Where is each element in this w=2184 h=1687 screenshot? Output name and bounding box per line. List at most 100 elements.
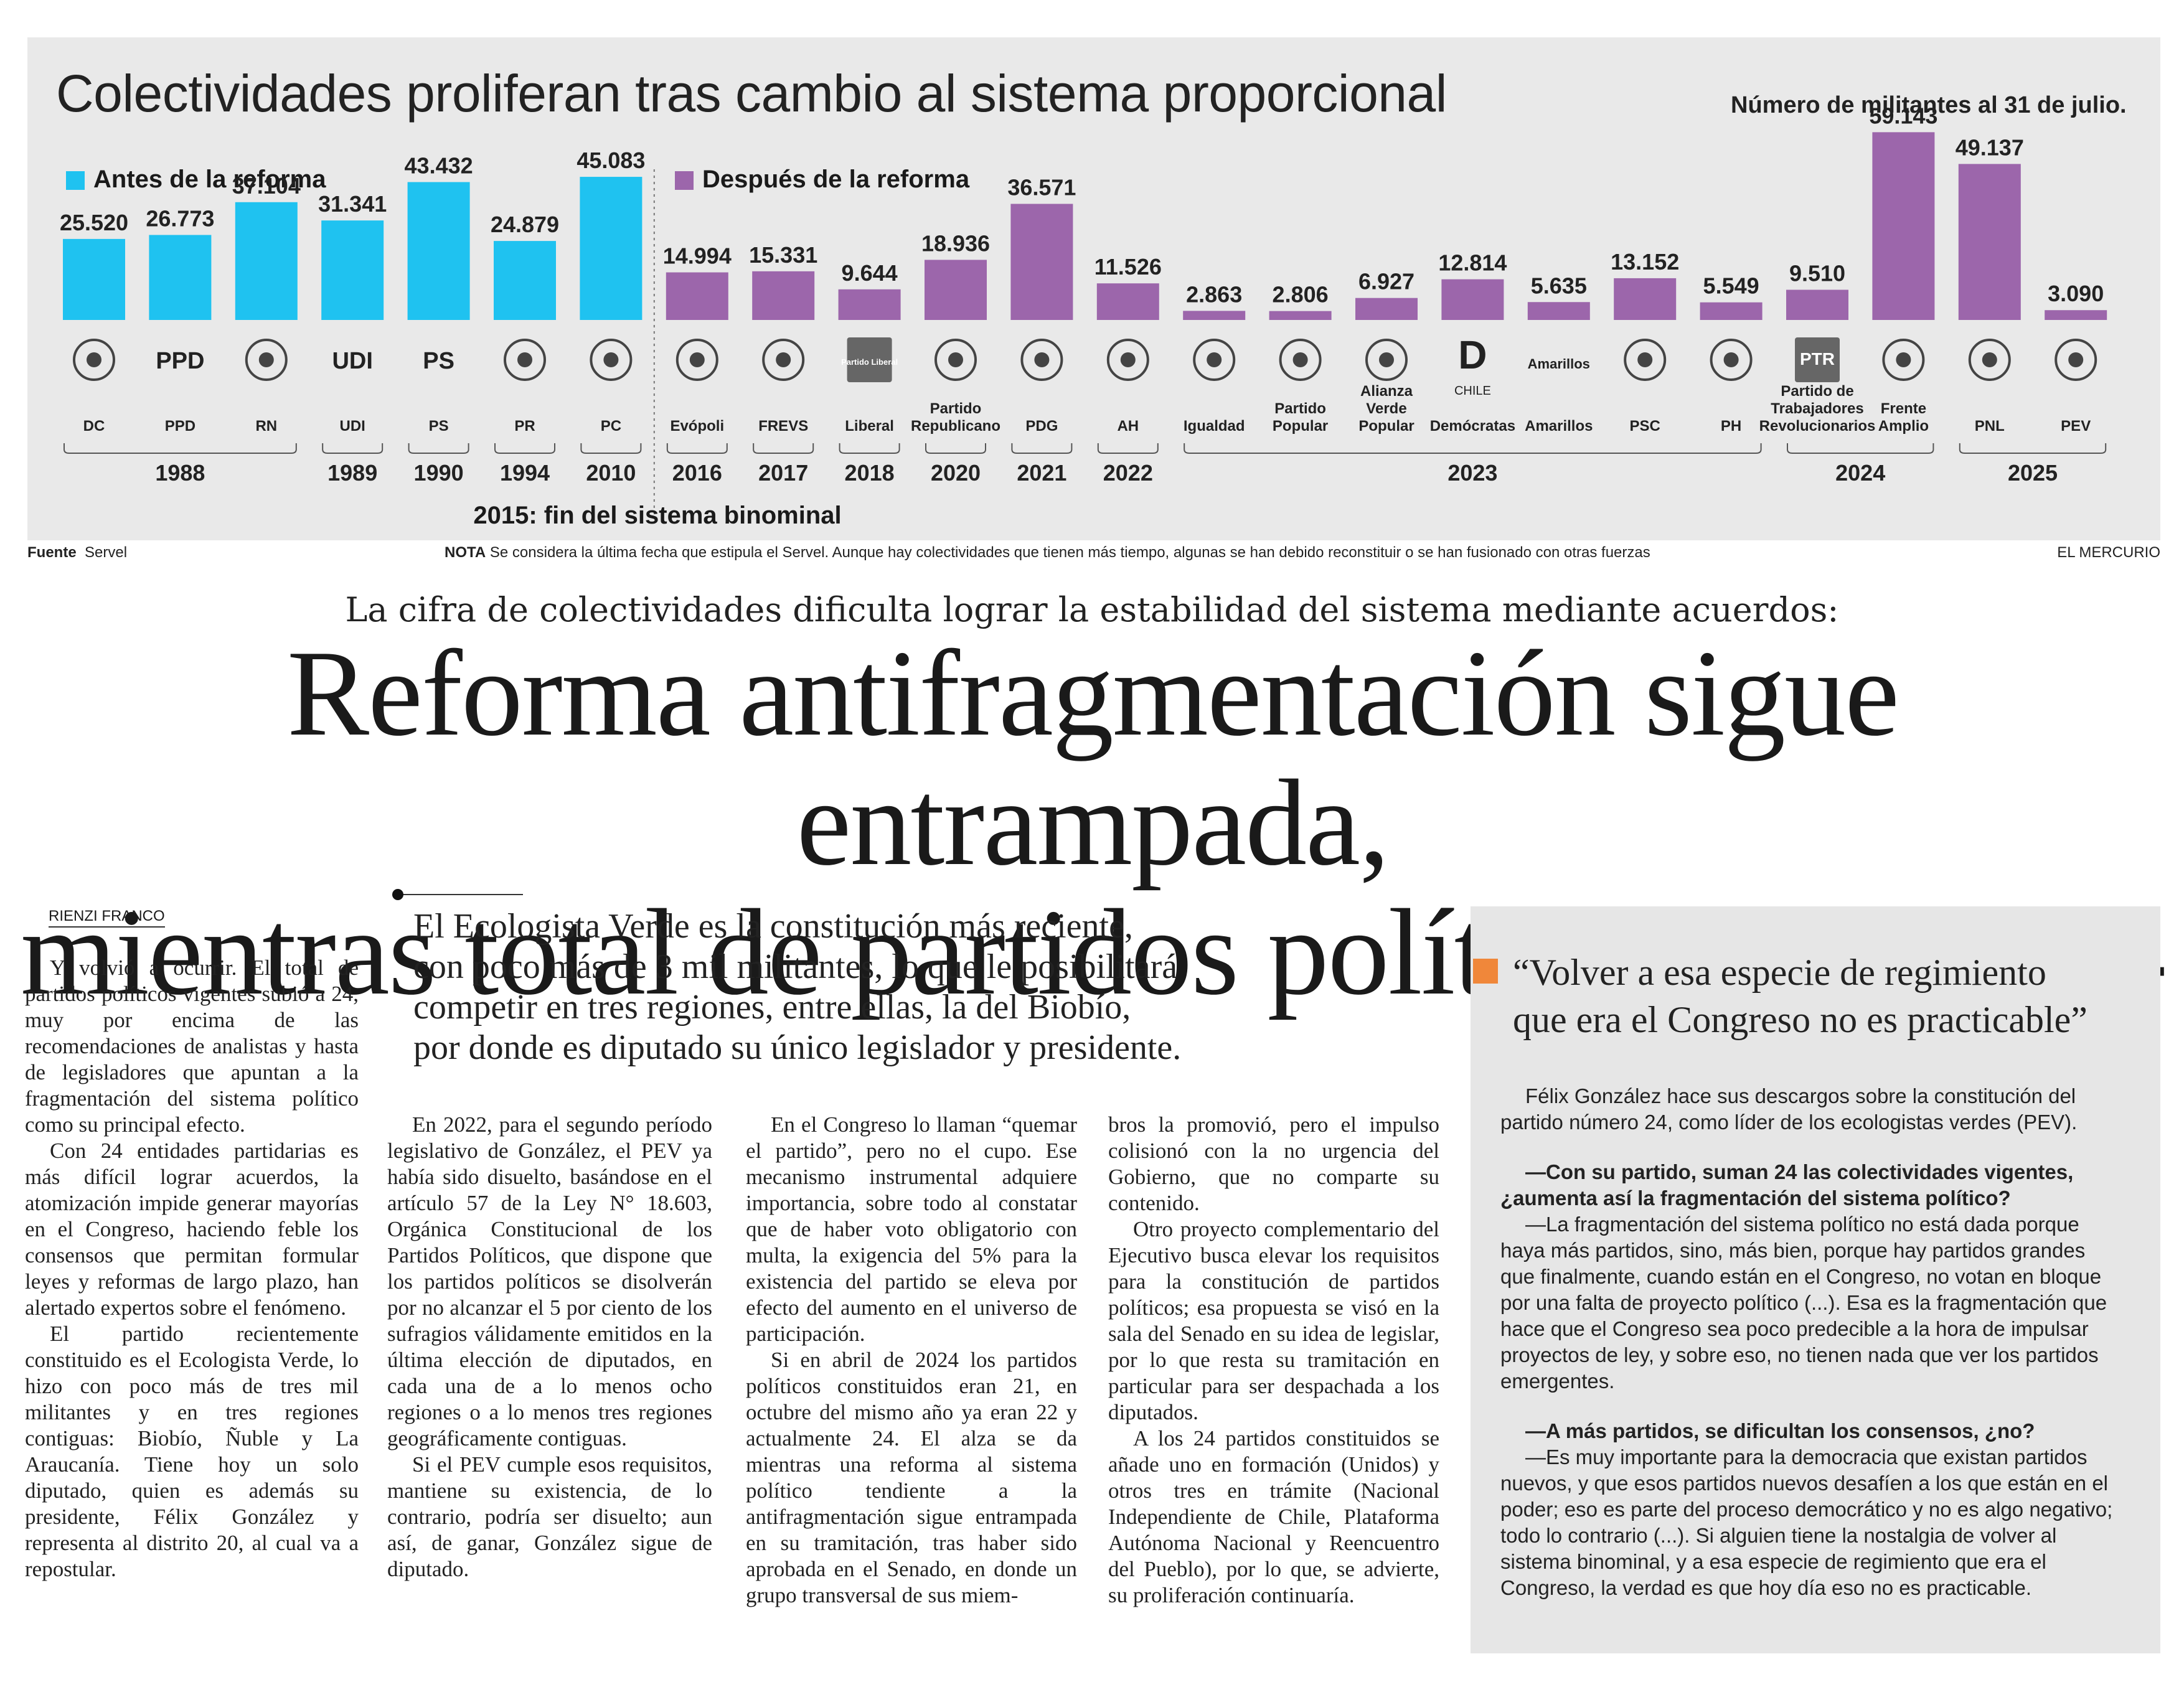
arrow-icon [73, 339, 115, 381]
year-bracket [494, 443, 555, 454]
paragraph: El partido recientemente constituido es … [25, 1322, 359, 1581]
category-label: PH [1721, 418, 1741, 435]
logo-circle [675, 339, 718, 381]
category-label: PPD [165, 418, 195, 435]
democratas-sub-label: CHILE [1454, 384, 1491, 398]
category-label: Partido [930, 400, 982, 417]
bar-PNL [1958, 164, 2021, 320]
fa-logo [1882, 339, 1925, 381]
logo-circle [934, 339, 977, 381]
category-label: Republicano [911, 418, 1000, 435]
bar-Partido Popular [1269, 311, 1332, 320]
value-label: 59.143 [1869, 103, 1937, 128]
source-text: Servel [85, 544, 128, 561]
year-label: 1990 [414, 460, 464, 486]
logo-dot [1379, 352, 1394, 367]
category-label: PC [601, 418, 621, 435]
category-label: DC [83, 418, 105, 435]
logo-text: PS [423, 348, 454, 374]
logo-dot [517, 352, 532, 367]
pdg-logo [1020, 339, 1063, 381]
logo-dot [603, 352, 619, 367]
note-label: NOTA [445, 544, 486, 561]
bar-RN [235, 202, 298, 320]
year-bracket [666, 443, 728, 454]
year-bracket [64, 443, 297, 454]
value-label: 45.083 [577, 148, 645, 173]
logo-circle [2055, 339, 2097, 381]
value-label: 26.773 [146, 205, 214, 231]
pr-logo [504, 339, 546, 381]
category-label: RN [255, 418, 277, 435]
year-bracket [1184, 443, 1762, 454]
logo-circle [1968, 339, 2011, 381]
legend-after: Después de la reforma [675, 166, 969, 194]
year-label: 2022 [1103, 460, 1153, 486]
category-label: PEV [2061, 418, 2091, 435]
interview-question: —Con su partido, suman 24 las colectivid… [1500, 1160, 2074, 1210]
bar-PPD [149, 235, 212, 320]
ppd-logo: PPD [156, 348, 204, 374]
logo-dot [1896, 352, 1911, 367]
legend-after-label: Después de la reforma [702, 166, 970, 193]
category-label: Verde [1366, 400, 1406, 417]
paragraph: Si en abril de 2024 los partidos polític… [746, 1348, 1077, 1607]
deck-line-4: por donde es diputado su único legislado… [413, 1028, 1182, 1067]
bar-Alianza Verde Popular [1355, 298, 1418, 320]
logo-text: Partido Liberal [841, 357, 898, 367]
category-label: Igualdad [1184, 418, 1245, 435]
deck: El Ecologista Verde es la constitución m… [413, 906, 1385, 1068]
value-label: 49.137 [1956, 134, 2024, 160]
category-label: PS [429, 418, 449, 435]
ps-logo: PS [423, 348, 454, 374]
value-label: 37.104 [232, 173, 301, 199]
value-label: 14.994 [663, 243, 732, 269]
deck-line-1: El Ecologista Verde es la constitución m… [413, 907, 1133, 946]
bar-chart: 25.520 DC 26.773 PPD PPD 37.104 RN 31.341 UDI UDI… [60, 103, 2107, 517]
category-label: FREVS [758, 418, 808, 435]
bar-PR [494, 241, 556, 320]
value-label: 9.644 [842, 260, 898, 286]
dove-icon [675, 339, 718, 381]
logo-dot [87, 352, 101, 367]
ptr-logo: PTR [1795, 337, 1840, 382]
article-column-4: bros la promovió, pero el impulso colisi… [1108, 1112, 1439, 1609]
logo-circle [1882, 339, 1925, 381]
value-label: 3.090 [2048, 281, 2104, 306]
bar-FREVS [752, 271, 815, 320]
category-label: Evópoli [670, 418, 724, 435]
logo-circle [1020, 339, 1063, 381]
ph-logo [1710, 339, 1753, 381]
value-label: 18.936 [921, 230, 990, 256]
value-label: 5.549 [1703, 273, 1759, 299]
pnl-logo [1968, 339, 2011, 381]
logo-circle [245, 339, 288, 381]
paragraph: Otro proyecto complementario del Ejecuti… [1108, 1217, 1439, 1424]
year-bracket [1959, 443, 2107, 454]
value-label: 2.806 [1273, 282, 1329, 308]
logo-circle [73, 339, 115, 381]
value-label: 25.520 [60, 210, 128, 235]
paragraph: En el Congreso lo llaman “quemar el part… [746, 1112, 1077, 1346]
logo-circle [1279, 339, 1322, 381]
year-label: 2021 [1017, 460, 1066, 486]
logo-dot [948, 352, 963, 367]
value-label: 43.432 [405, 153, 473, 178]
sidebar-intro: Félix González hace sus descargos sobre … [1500, 1084, 2078, 1134]
interview-question: —A más partidos, se dificultan los conse… [1525, 1419, 2035, 1442]
year-bracket [1097, 443, 1159, 454]
value-label: 6.927 [1358, 269, 1414, 294]
logo-circle [1710, 339, 1753, 381]
bar-Demócratas [1441, 279, 1504, 320]
circle-icon [762, 339, 805, 381]
logo-circle [504, 339, 546, 381]
category-label: Revolucionarios [1759, 418, 1876, 435]
category-label: Liberal [845, 418, 894, 435]
logo-dot [1292, 352, 1308, 367]
year-bracket [925, 443, 986, 454]
bar-Igualdad [1183, 311, 1246, 320]
year-bracket [408, 443, 469, 454]
category-label: Partido [1274, 400, 1326, 417]
paragraph: En 2022, para el segundo período legisla… [387, 1112, 712, 1450]
bar-Liberal [838, 289, 901, 320]
